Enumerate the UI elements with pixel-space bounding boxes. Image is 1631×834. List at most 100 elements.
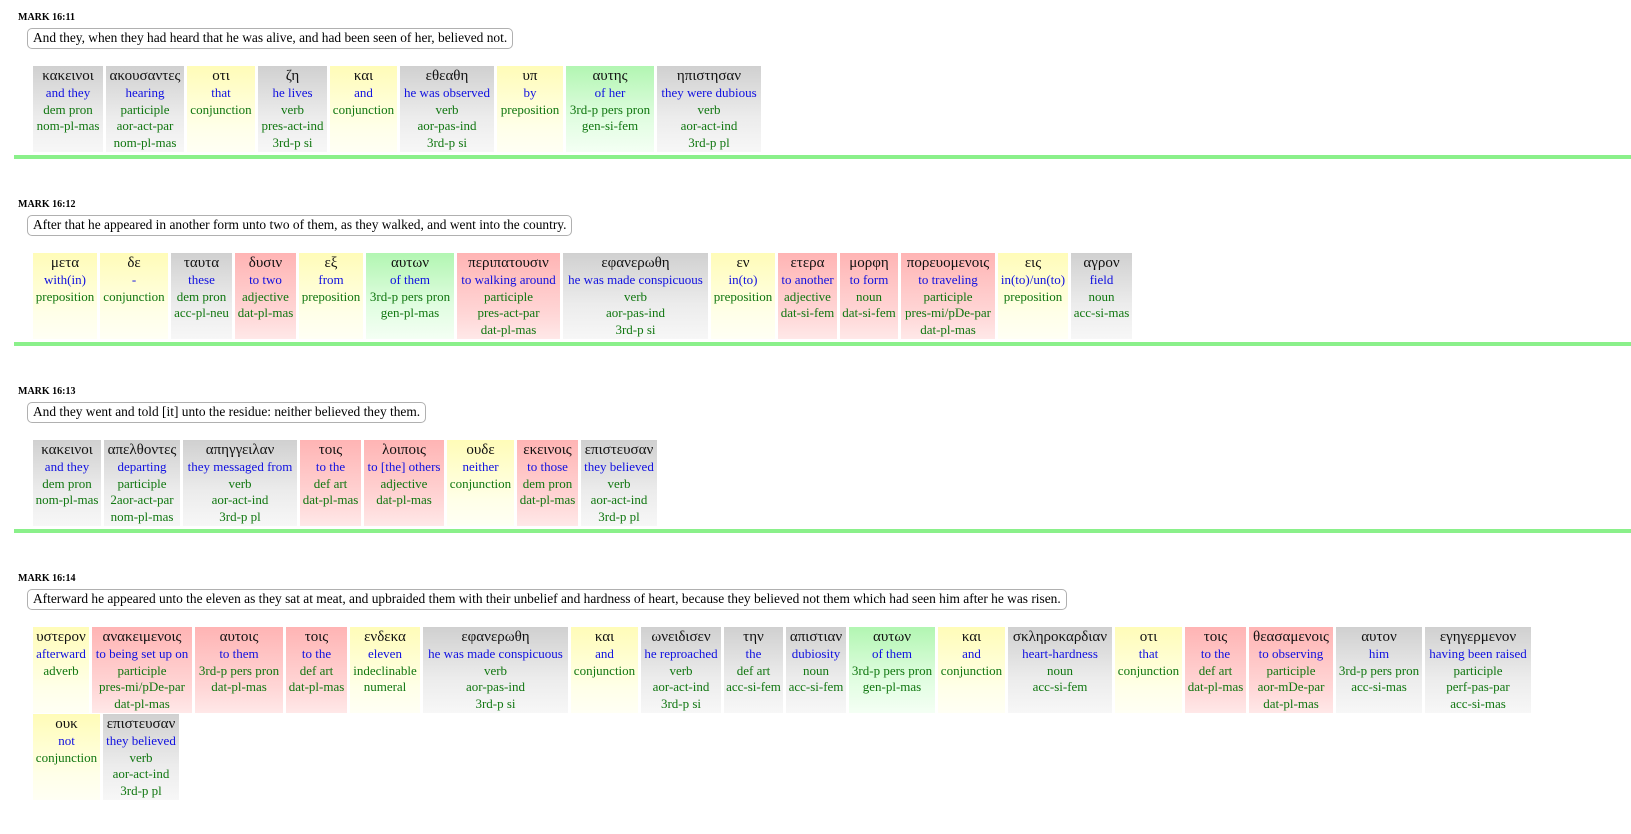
word-card[interactable]: ακουσαντες hearing participle aor-act-par no…	[106, 66, 184, 152]
word-card[interactable]: εις in(to)/un(to) preposition	[998, 253, 1068, 339]
greek-word: τοις	[304, 629, 329, 645]
word-card[interactable]: οτι that conjunction	[187, 66, 255, 152]
word-card[interactable]: αυτον him 3rd-p pers pron acc-si-mas	[1336, 627, 1422, 713]
word-card[interactable]: ζη he lives verb pres-act-ind 3rd-p si	[258, 66, 327, 152]
word-card[interactable]: εγηγερμενον having been raised participle p…	[1425, 627, 1531, 713]
part-of-speech: participle	[923, 288, 973, 304]
morphology-detail	[1115, 696, 1182, 713]
word-row: κακεινοι and they dem pron nom-pl-mas απελθο…	[33, 440, 660, 526]
word-card[interactable]: απηγγειλαν they messaged from verb aor-act-…	[183, 440, 297, 526]
word-card[interactable]: κακεινοι and they dem pron nom-pl-mas	[33, 66, 103, 152]
morphology	[187, 118, 255, 135]
word-card[interactable]: επιστευσαν they believed verb aor-act-ind 3r…	[581, 440, 657, 526]
word-card[interactable]: και and conjunction	[571, 627, 638, 713]
greek-word: αυτων	[873, 629, 911, 645]
word-card[interactable]: ετερα to another adjective dat-si-fem	[778, 253, 837, 339]
part-of-speech: 3rd-p pers pron	[851, 662, 933, 678]
greek-word: ουδε	[466, 442, 495, 458]
word-card[interactable]: τοις to the def art dat-pl-mas	[300, 440, 361, 526]
verse-reference[interactable]: MARK 16:11	[18, 12, 75, 23]
morphology	[330, 118, 397, 135]
word-card[interactable]: ανακειμενοις to being set up on participle…	[92, 627, 192, 713]
word-card[interactable]: τοις to the def art dat-pl-mas	[286, 627, 347, 713]
word-card[interactable]: ουδε neither conjunction	[447, 440, 514, 526]
word-card[interactable]: δυσιν to two adjective dat-pl-mas	[235, 253, 296, 339]
part-of-speech: verb	[697, 101, 721, 117]
word-card[interactable]: εξ from preposition	[299, 253, 363, 339]
word-card[interactable]: και and conjunction	[938, 627, 1005, 713]
verse-reference[interactable]: MARK 16:14	[18, 573, 76, 584]
english-gloss: he reproached	[644, 646, 718, 661]
word-card[interactable]: εν in(to) preposition	[711, 253, 775, 339]
word-card[interactable]: απιστιαν dubiosity noun acc-si-fem	[786, 627, 846, 713]
word-card[interactable]: εθεαθη he was observed verb aor-pas-ind 3rd-…	[400, 66, 494, 152]
english-gloss: of her	[594, 85, 626, 100]
greek-word: ηπιστησαν	[676, 68, 742, 84]
word-card[interactable]: επιστευσαν they believed verb aor-act-ind 3r…	[103, 714, 179, 800]
word-card[interactable]: οτι that conjunction	[1115, 627, 1182, 713]
greek-word: πορευομενοις	[906, 255, 990, 271]
word-card[interactable]: και and conjunction	[330, 66, 397, 152]
word-card[interactable]: ταυτα these dem pron acc-pl-neu	[171, 253, 232, 339]
word-card[interactable]: πορευομενοις to traveling participle pres-m…	[901, 253, 995, 339]
word-card[interactable]: ενδεκα eleven indeclinable numeral	[350, 627, 420, 713]
greek-word: υστερον	[36, 629, 86, 645]
part-of-speech: conjunction	[940, 662, 1003, 678]
word-card[interactable]: αυτων of them 3rd-p pers pron gen-pl-mas	[849, 627, 935, 713]
part-of-speech: noun	[1047, 662, 1073, 678]
greek-word: απηγγειλαν	[205, 442, 275, 458]
word-card[interactable]: αυτων of them 3rd-p pers pron gen-pl-mas	[366, 253, 454, 339]
morphology-detail: 3rd-p si	[475, 695, 516, 711]
morphology-detail	[497, 135, 563, 152]
morphology: dat-pl-mas	[519, 492, 576, 507]
word-card[interactable]: εφανερωθη he was made conspicuous verb aor-…	[423, 627, 568, 713]
verse-reference[interactable]: MARK 16:12	[18, 199, 76, 210]
word-card[interactable]: τοις to the def art dat-pl-mas	[1185, 627, 1246, 713]
greek-word: δυσιν	[248, 255, 283, 271]
verse-translation: And they went and told [it] unto the res…	[27, 402, 427, 423]
word-card[interactable]: κακεινοι and they dem pron nom-pl-mas	[33, 440, 101, 526]
greek-word: σκληροκαρδιαν	[1012, 629, 1108, 645]
morphology: dat-pl-mas	[288, 679, 345, 694]
word-card[interactable]: αυτης of her 3rd-p pers pron gen-si-fem	[566, 66, 654, 152]
part-of-speech: participle	[1453, 662, 1503, 678]
word-card[interactable]: δε - conjunction	[100, 253, 168, 339]
word-card[interactable]: υστερον afterward adverb	[33, 627, 89, 713]
part-of-speech: def art	[299, 662, 334, 678]
part-of-speech: preposition	[1003, 288, 1063, 304]
part-of-speech: def art	[1198, 662, 1233, 678]
word-card[interactable]: μορφη to form noun dat-si-fem	[840, 253, 898, 339]
word-card[interactable]: υπ by preposition	[497, 66, 563, 152]
greek-word: αγρον	[1083, 255, 1120, 271]
part-of-speech: preposition	[35, 288, 95, 304]
greek-word: τοις	[1203, 629, 1228, 645]
verse-reference[interactable]: MARK 16:13	[18, 386, 76, 397]
english-gloss: hearing	[125, 85, 165, 100]
part-of-speech: adjective	[784, 288, 831, 304]
morphology: nom-pl-mas	[35, 492, 99, 507]
word-card[interactable]: την the def art acc-si-fem	[724, 627, 783, 713]
morphology	[998, 305, 1068, 322]
morphology-detail	[286, 696, 347, 713]
morphology: aor-act-ind	[590, 492, 648, 507]
word-card[interactable]: εφανερωθη he was made conspicuous verb aor-…	[563, 253, 708, 339]
word-card[interactable]: μετα with(in) preposition	[33, 253, 97, 339]
word-card[interactable]: θεασαμενοις to observing participle aor-mDe…	[1249, 627, 1333, 713]
morphology	[100, 305, 168, 322]
word-card[interactable]: περιπατουσιν to walking around participle p…	[457, 253, 560, 339]
word-card[interactable]: αυτοις to them 3rd-p pers pron dat-pl-mas	[195, 627, 283, 713]
word-card[interactable]: απελθοντες departing participle 2aor-act-pa…	[104, 440, 180, 526]
word-card[interactable]: εκεινοις to those dem pron dat-pl-mas	[517, 440, 578, 526]
word-card[interactable]: αγρον field noun acc-si-mas	[1071, 253, 1132, 339]
word-card[interactable]: ουκ not conjunction	[33, 714, 100, 800]
word-card[interactable]: ηπιστησαν they were dubious verb aor-act-in…	[657, 66, 761, 152]
english-gloss: to those	[527, 459, 568, 474]
english-gloss: the	[745, 646, 762, 661]
word-card[interactable]: ωνειδισεν he reproached verb aor-act-ind 3rd…	[641, 627, 721, 713]
word-card[interactable]: λοιποις to [the] others adjective dat-pl-ma…	[364, 440, 444, 526]
english-gloss: neither	[462, 459, 499, 474]
morphology: acc-pl-neu	[174, 305, 229, 320]
verse-separator	[14, 155, 1631, 159]
word-card[interactable]: σκληροκαρδιαν heart-hardness noun acc-si-fe…	[1008, 627, 1112, 713]
morphology: dat-pl-mas	[211, 679, 267, 694]
